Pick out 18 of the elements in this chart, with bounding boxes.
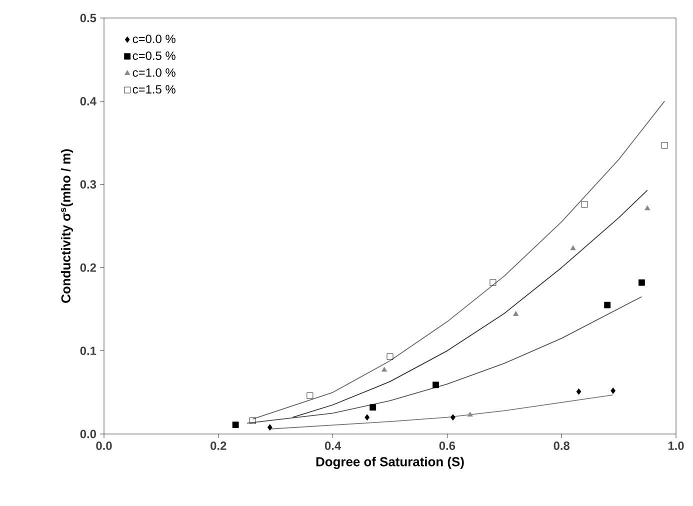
legend-label: c=1.0 % xyxy=(132,68,176,77)
x-tick-label: 0.8 xyxy=(554,442,570,450)
y-tick-label: 0.0 xyxy=(80,430,96,438)
y-tick-label: 0.5 xyxy=(80,14,96,22)
legend-label: c=1.5 % xyxy=(132,85,176,94)
x-tick-label: 0.0 xyxy=(96,442,112,450)
x-tick-label: 1.0 xyxy=(668,442,684,450)
x-tick-label: 0.2 xyxy=(210,442,226,450)
x-tick-label: 0.4 xyxy=(324,442,342,450)
y-tick-label: 0.1 xyxy=(80,346,96,356)
y-tick-label: 0.2 xyxy=(80,263,96,272)
x-axis-title: Dogree of Saturation (S) xyxy=(316,456,464,469)
legend-label: c=0.5 % xyxy=(132,51,176,60)
y-tick-label: 0.4 xyxy=(80,96,96,106)
y-tick-label: 0.3 xyxy=(80,180,96,189)
y-axis-title: Conductivity σ$^{s}$(mho / m) xyxy=(60,149,74,303)
legend-label: c=0.0 % xyxy=(132,34,176,44)
x-tick-label: 0.6 xyxy=(439,442,456,450)
